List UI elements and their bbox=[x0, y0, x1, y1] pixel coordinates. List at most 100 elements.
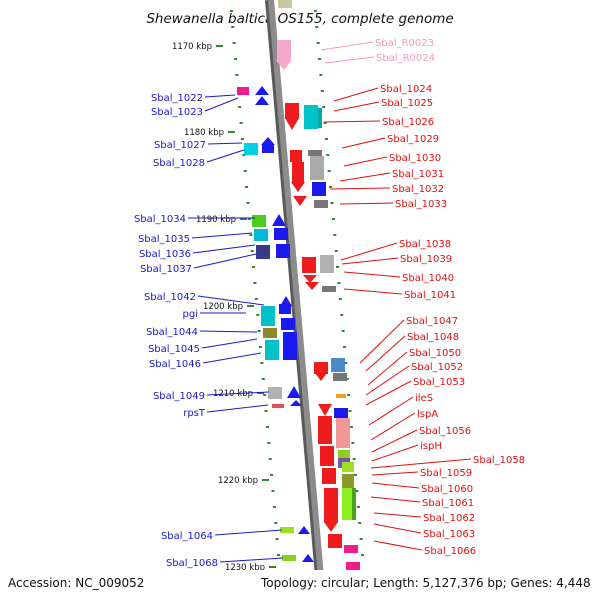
guide-dot-left bbox=[229, 10, 233, 12]
guide-dot-left bbox=[242, 154, 246, 156]
gene-label-right: Sbal_1029 bbox=[387, 134, 439, 145]
gene-block bbox=[263, 328, 277, 338]
gene-block bbox=[237, 87, 249, 95]
gene-block bbox=[290, 150, 302, 162]
gene-label-right: ileS bbox=[415, 393, 433, 404]
leader-line bbox=[207, 142, 243, 145]
kbp-tick-label: 1190 kbp bbox=[196, 215, 236, 225]
guide-dot-left bbox=[239, 122, 243, 124]
guide-dot-right bbox=[330, 202, 334, 204]
guide-dot-left bbox=[274, 522, 278, 524]
guide-dot-left bbox=[272, 506, 276, 508]
gene-label-right: Sbal_1030 bbox=[389, 153, 441, 164]
leader-line bbox=[373, 523, 422, 534]
leader-line bbox=[365, 335, 406, 372]
gene-block bbox=[304, 105, 318, 129]
gene-label-right: Sbal_1063 bbox=[423, 529, 475, 540]
guide-dot-left bbox=[268, 458, 272, 460]
guide-dot-right bbox=[341, 330, 345, 332]
guide-dot-left bbox=[261, 378, 265, 380]
leader-line bbox=[340, 242, 398, 261]
gene-label-left: Sbal_1034 bbox=[134, 214, 186, 225]
guide-dot-left bbox=[260, 362, 264, 364]
guide-dot-left bbox=[263, 394, 267, 396]
leader-line bbox=[371, 471, 419, 476]
gene-arrow-up bbox=[255, 96, 269, 105]
topology-text: Topology: circular; Length: 5,127,376 bp… bbox=[260, 576, 591, 590]
gene-label-right: Sbal_1040 bbox=[402, 273, 454, 284]
leader-line bbox=[339, 202, 394, 205]
leader-line bbox=[192, 244, 256, 254]
gene-block bbox=[252, 215, 266, 227]
gene-block bbox=[308, 150, 322, 156]
leader-line bbox=[201, 338, 258, 349]
gene-label-left: Sbal_1068 bbox=[166, 558, 218, 569]
gene-arrow-down bbox=[324, 522, 338, 532]
gene-label-left: Sbal_1046 bbox=[149, 359, 201, 370]
guide-dot-right bbox=[349, 426, 353, 428]
leader-line bbox=[214, 529, 283, 536]
gene-block bbox=[254, 229, 268, 241]
guide-dot-left bbox=[257, 330, 261, 332]
gene-label-left: Sbal_1064 bbox=[161, 531, 213, 542]
gene-block bbox=[281, 318, 295, 330]
kbp-tick-label: 1230 kbp bbox=[225, 563, 265, 573]
leader-line bbox=[339, 172, 391, 182]
gene-block bbox=[328, 534, 342, 548]
guide-dot-right bbox=[319, 74, 323, 76]
gene-label-right: Sbal_1031 bbox=[392, 169, 444, 180]
gene-block bbox=[312, 182, 326, 196]
gene-label-right: Sbal_1041 bbox=[404, 290, 456, 301]
gene-block bbox=[320, 255, 334, 273]
leader-line bbox=[324, 56, 375, 64]
guide-dot-right bbox=[347, 394, 351, 396]
gene-label-right: Sbal_1061 bbox=[422, 498, 474, 509]
gene-block bbox=[334, 408, 348, 418]
gene-arrow-up bbox=[287, 386, 301, 398]
gene-label-left: Sbal_1036 bbox=[139, 249, 191, 260]
guide-dot-right bbox=[331, 218, 335, 220]
leader-line bbox=[371, 444, 419, 462]
gene-arrow-down bbox=[315, 373, 327, 381]
gene-arrow-down bbox=[305, 282, 319, 290]
leader-line bbox=[193, 253, 257, 269]
gene-label-right: Sbal_1025 bbox=[381, 98, 433, 109]
gene-arrow-down bbox=[303, 275, 317, 283]
kbp-tick-label: 1180 kbp bbox=[184, 128, 224, 138]
guide-dot-right bbox=[334, 250, 338, 252]
guide-dot-right bbox=[355, 490, 359, 492]
gene-label-left: Sbal_1035 bbox=[138, 234, 190, 245]
guide-dot-left bbox=[235, 74, 239, 76]
leader-line bbox=[206, 149, 245, 163]
guide-dot-left bbox=[254, 298, 258, 300]
guide-dot-left bbox=[246, 202, 250, 204]
leader-line bbox=[199, 330, 258, 333]
guide-dot-left bbox=[234, 58, 238, 60]
gene-block bbox=[244, 143, 258, 155]
gene-label-left: Sbal_1022 bbox=[151, 93, 203, 104]
guide-dot-right bbox=[323, 122, 327, 124]
guide-dot-left bbox=[245, 186, 249, 188]
gene-label-right: lspA bbox=[417, 409, 438, 420]
guide-dot-right bbox=[322, 106, 326, 108]
guide-dot-right bbox=[338, 298, 342, 300]
guide-dot-left bbox=[256, 314, 260, 316]
gene-arrow-up bbox=[280, 296, 292, 306]
guide-dot-left bbox=[258, 346, 262, 348]
leader-line bbox=[370, 458, 472, 469]
gene-block bbox=[282, 555, 296, 561]
leader-line bbox=[320, 41, 374, 51]
gene-label-right: Sbal_1039 bbox=[400, 254, 452, 265]
leader-line bbox=[365, 380, 412, 406]
guide-dot-right bbox=[320, 90, 324, 92]
gene-label-right: Sbal_1056 bbox=[419, 426, 471, 437]
guide-dot-right bbox=[340, 314, 344, 316]
guide-dot-left bbox=[277, 554, 281, 556]
gene-block bbox=[336, 394, 346, 398]
guide-dot-left bbox=[264, 410, 268, 412]
leader-line bbox=[206, 391, 270, 396]
gene-block bbox=[320, 446, 334, 466]
guide-dot-left bbox=[253, 282, 257, 284]
gene-features bbox=[237, 0, 360, 570]
gene-arrow-up bbox=[298, 526, 310, 534]
